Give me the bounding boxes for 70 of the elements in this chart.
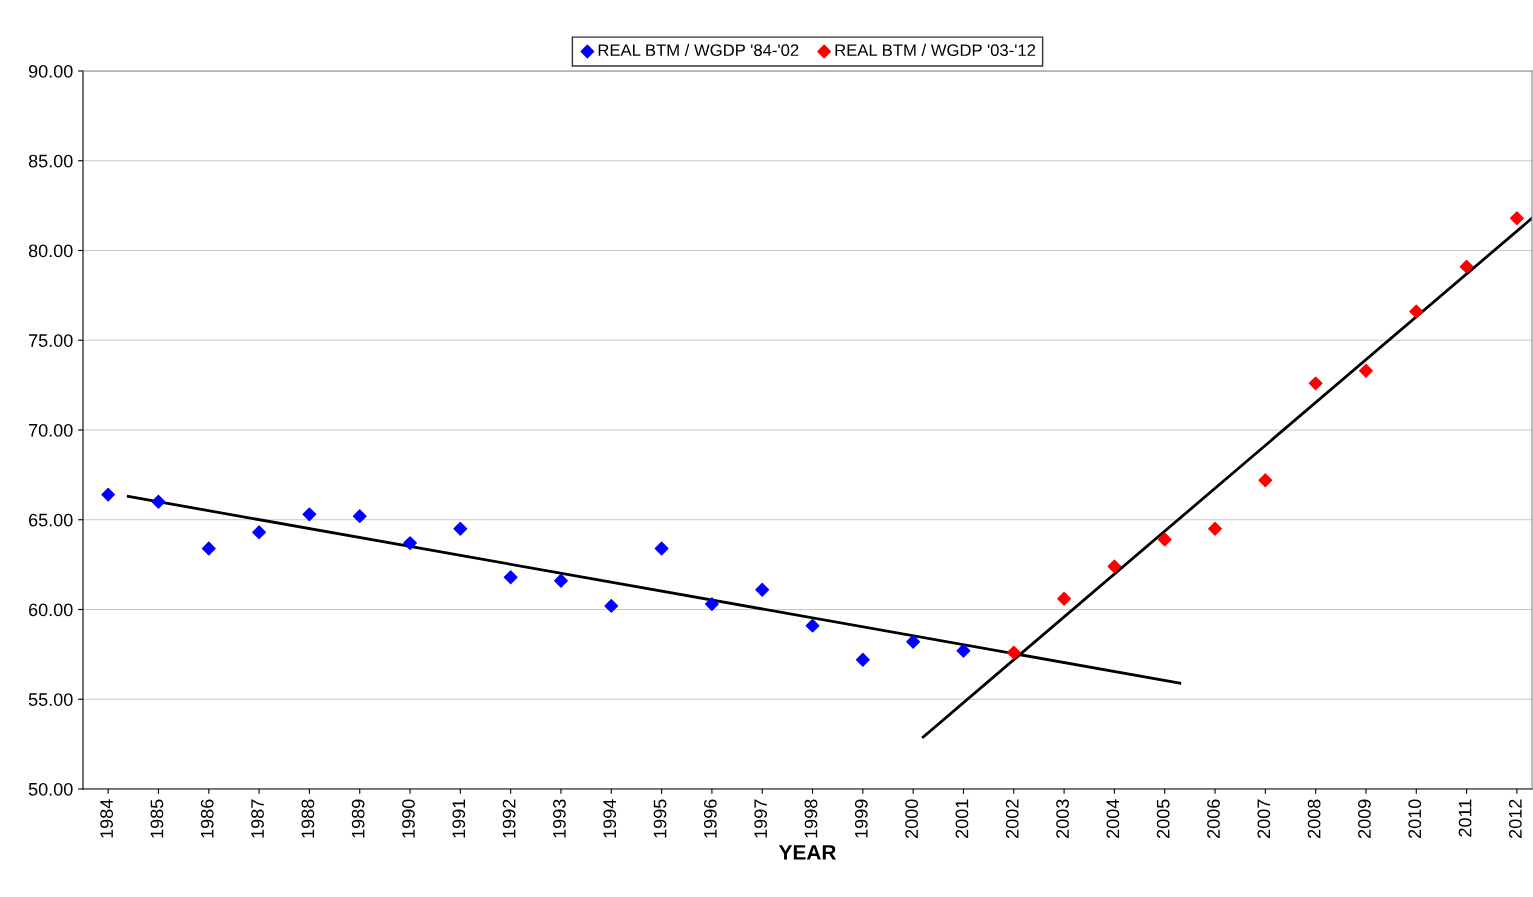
point [1308,376,1323,391]
x-tick-label: 2007 [1257,799,1271,838]
y-tick-label: 50.00 [28,782,73,796]
x-tick-label: 1992 [502,799,516,838]
point [956,643,971,658]
point [604,599,619,613]
x-tick-label: 2011 [1458,799,1472,837]
x-tick-label: 2008 [1307,799,1321,838]
x-tick-label: 1993 [553,799,566,838]
x-tick-label: 2000 [905,799,918,838]
y-tick-label: 90.00 [28,64,73,78]
point [1006,645,1021,660]
point [252,525,267,540]
point [1459,259,1474,274]
y-tick-label: 80.00 [28,244,73,258]
point [1359,363,1373,378]
point [1409,304,1424,319]
x-tick-label: 1990 [402,799,415,838]
x-tick-label: 1985 [150,799,164,838]
x-tick-label: 1991 [452,799,466,838]
x-tick-label: 2005 [1156,799,1170,838]
y-tick-label: 85.00 [28,154,73,168]
x-tick-label: 1997 [754,799,768,838]
point [1509,211,1524,226]
point [654,541,669,556]
x-tick-label: 2006 [1207,799,1220,838]
x-tick-label: 1988 [301,799,315,838]
x-tick-label: 1995 [653,799,667,838]
point [805,618,820,633]
point [705,597,719,612]
point [151,494,166,509]
x-tick-label: 1994 [603,799,617,838]
x-axis-title: YEAR [778,845,837,860]
point [1057,591,1072,606]
y-tick-label: 70.00 [29,423,73,437]
x-tick-label: 1987 [251,799,264,838]
x-tick-label: 2001 [955,799,969,838]
point [503,570,518,585]
point [201,541,216,556]
x-tick-label: 2010 [1408,799,1422,838]
point [1157,532,1172,547]
x-tick-label: 1999 [854,799,868,838]
point [403,536,417,550]
point [1107,559,1122,574]
x-tick-label: 1984 [100,799,113,838]
x-tick-label: 2004 [1106,799,1120,838]
point [1258,473,1273,488]
y-tick-label: 65.00 [29,513,73,527]
point [453,521,468,536]
point [101,487,116,502]
legend-label: REAL BTM / WGDP '03-'12 [835,43,1036,57]
y-tick-label: 60.00 [29,603,73,617]
point [352,509,367,524]
x-tick-label: 1996 [703,799,717,838]
point [302,507,317,522]
point [554,573,568,588]
point [1208,521,1222,536]
x-tick-label: 2003 [1056,799,1069,838]
point [855,652,870,667]
x-tick-label: 1986 [200,799,214,838]
x-tick-label: 1989 [351,799,365,838]
point [906,634,921,649]
y-tick-label: 75.00 [29,334,73,347]
x-tick-label: 2009 [1358,799,1371,838]
point [755,582,770,597]
x-tick-label: 2002 [1005,799,1019,838]
x-tick-label: 2012 [1508,799,1522,838]
legend-label: REAL BTM / WGDP '84-'02 [598,43,799,57]
x-tick-label: 1998 [804,799,818,838]
y-tick-label: 55.00 [28,693,73,706]
